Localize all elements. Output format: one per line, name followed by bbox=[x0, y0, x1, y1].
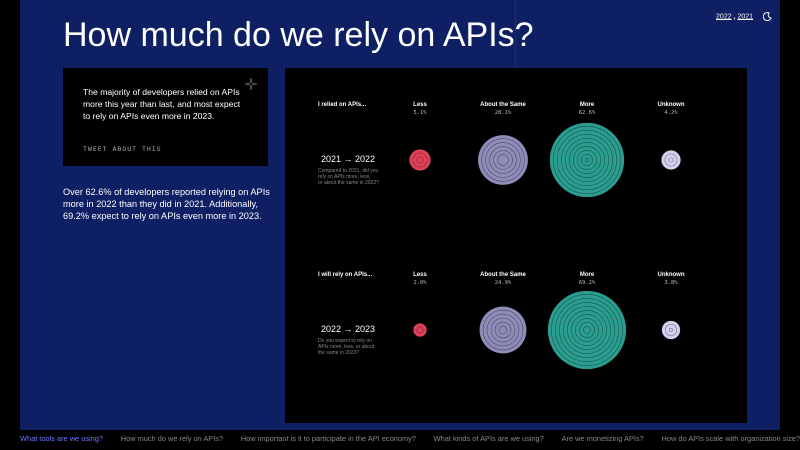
bubble-ring bbox=[569, 142, 605, 178]
bubble-ring bbox=[489, 146, 517, 174]
bubble bbox=[413, 323, 427, 337]
chart: I relied on APIs... 2021 → 2022 Compared t… bbox=[318, 102, 685, 370]
bubble bbox=[661, 320, 681, 340]
category-label: About the Same bbox=[480, 272, 526, 278]
year-link[interactable]: 2021 bbox=[737, 13, 754, 21]
category-label: Less bbox=[413, 272, 427, 278]
value-label: 62.6% bbox=[579, 110, 596, 116]
question: Do you expect to rely on APIs more, less,… bbox=[318, 338, 375, 356]
value-label: 24.9% bbox=[495, 280, 512, 286]
bubble-ring bbox=[481, 138, 525, 182]
bubble-ring bbox=[665, 324, 677, 336]
nav-link[interactable]: How much do we rely on APIs? bbox=[120, 434, 224, 443]
bubble-ring bbox=[559, 302, 615, 358]
bubble-ring bbox=[668, 157, 674, 163]
bubble-ring bbox=[567, 310, 607, 350]
page-title: How much do we rely on APIs? bbox=[63, 16, 534, 54]
divider bbox=[515, 0, 516, 68]
bubble-ring bbox=[482, 309, 524, 351]
bubble bbox=[479, 306, 527, 354]
bubble-ring bbox=[579, 322, 595, 338]
category-label: More bbox=[580, 102, 595, 108]
value-label: 28.1% bbox=[495, 110, 512, 116]
bubble-ring bbox=[557, 130, 617, 190]
bubble bbox=[661, 150, 681, 170]
value-label: 3.8% bbox=[664, 280, 678, 286]
nav-link[interactable]: How important is it to participate in th… bbox=[240, 434, 416, 443]
category-label: Unknown bbox=[658, 102, 685, 108]
theme-icon[interactable] bbox=[762, 12, 772, 22]
bubble-ring bbox=[669, 328, 673, 332]
value-label: 2.0% bbox=[413, 280, 427, 286]
bubble-ring bbox=[585, 158, 589, 162]
year-link[interactable]: 2022 bbox=[716, 13, 732, 21]
bubble-ring bbox=[575, 318, 599, 342]
bubble bbox=[549, 122, 625, 198]
callout-text: The majority of developers relied on API… bbox=[83, 87, 241, 121]
bubble-ring bbox=[577, 150, 597, 170]
chart-panel: I relied on APIs... 2021 → 2022 Compared t… bbox=[285, 68, 747, 423]
value-label: 4.2% bbox=[664, 110, 678, 116]
bubble bbox=[547, 290, 627, 370]
question-line: Compared to 2021, did you bbox=[318, 168, 379, 174]
callout: The majority of developers relied on API… bbox=[63, 68, 268, 166]
bubble-ring bbox=[561, 134, 613, 186]
row-label: I relied on APIs... bbox=[318, 102, 366, 108]
category-label: Unknown bbox=[658, 272, 685, 278]
bubble-ring bbox=[555, 298, 619, 362]
bubble-ring bbox=[573, 146, 601, 174]
bubble-ring bbox=[664, 153, 678, 167]
category-label: More bbox=[580, 272, 595, 278]
bubble-ring bbox=[486, 313, 520, 347]
question-line: rely on APIs more, less, bbox=[318, 174, 371, 180]
summary: Over 62.6% of developers reported relyin… bbox=[63, 187, 270, 221]
sparkle-icon bbox=[244, 77, 258, 91]
question-line: APIs more, less, or about bbox=[318, 344, 375, 350]
period: 2021 → 2022 bbox=[321, 154, 375, 164]
separator: , bbox=[733, 13, 736, 21]
nav-link[interactable]: How do APIs scale with organization size… bbox=[661, 434, 800, 443]
nav-link[interactable]: Are we monetizing APIs? bbox=[561, 434, 644, 443]
bubble-ring bbox=[490, 317, 516, 343]
row-label: I will rely on APIs... bbox=[318, 272, 372, 278]
bubble-ring bbox=[571, 314, 603, 346]
bubble-ring bbox=[563, 306, 611, 354]
bubble-ring bbox=[412, 152, 428, 168]
bubble-ring bbox=[551, 294, 623, 366]
nav-link[interactable]: What kinds of APIs are we using? bbox=[433, 434, 544, 443]
question-line: the same in 2023? bbox=[318, 350, 359, 356]
bubble-ring bbox=[497, 154, 509, 166]
bubble-ring bbox=[485, 142, 521, 178]
category-label: Less bbox=[413, 102, 427, 108]
bubble-ring bbox=[416, 156, 424, 164]
bubble-ring bbox=[416, 326, 424, 334]
bubble-ring bbox=[565, 138, 609, 182]
nav: What tools are we using? How much do we r… bbox=[20, 434, 800, 443]
bubble-ring bbox=[498, 325, 508, 335]
value-label: 5.1% bbox=[413, 110, 427, 116]
nav-link[interactable]: What tools are we using? bbox=[20, 434, 103, 443]
question-line: Do you expect to rely on bbox=[318, 338, 372, 344]
bubble-ring bbox=[553, 126, 621, 194]
question: Compared to 2021, did you rely on APIs mo… bbox=[318, 168, 379, 186]
year-switch: 2022 , 2021 bbox=[716, 12, 772, 22]
category-label: About the Same bbox=[480, 102, 526, 108]
period: 2022 → 2023 bbox=[321, 324, 375, 334]
bubble bbox=[409, 149, 431, 171]
bubble-ring bbox=[583, 326, 591, 334]
value-label: 69.2% bbox=[579, 280, 596, 286]
bubble bbox=[478, 135, 528, 185]
bubble-ring bbox=[581, 154, 593, 166]
bubble-ring bbox=[494, 321, 512, 339]
question-line: or about the same in 2022? bbox=[318, 180, 379, 186]
tweet-link[interactable]: TWEET ABOUT THIS bbox=[83, 145, 162, 153]
bubble-ring bbox=[493, 150, 513, 170]
